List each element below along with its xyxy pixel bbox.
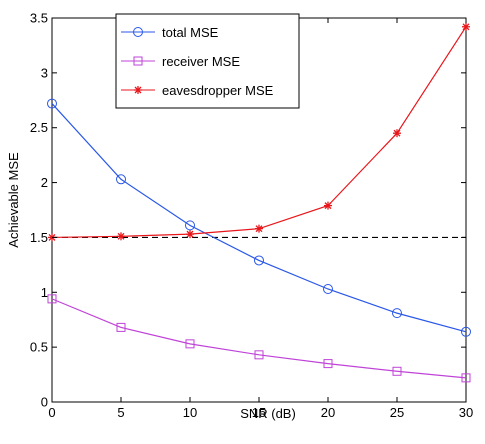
data-point-star [186,230,194,239]
legend: total MSE receiver MSE eavesdropper MSE [115,13,300,109]
legend-marker-square-icon [133,56,143,66]
x-tick-label: 5 [117,405,124,420]
x-axis: 0 5 10 15 20 25 30 [48,18,473,420]
data-point-square [185,339,195,349]
series-group [47,22,471,383]
legend-entry-total: total MSE [121,25,219,40]
data-point-square [116,322,126,332]
legend-label-total: total MSE [162,25,219,40]
data-point-circle [47,98,57,109]
data-point-star [393,129,401,138]
series-square [47,294,471,383]
y-tick-label: 0 [41,395,48,410]
legend-marker-circle-icon [133,27,143,37]
data-point-circle [254,255,264,266]
legend-entry-eavesdropper: eavesdropper MSE [121,83,274,98]
data-point-square [47,294,57,304]
y-tick-label: 1 [41,285,48,300]
y-tick-label: 2.5 [30,120,48,135]
series-star [48,22,470,242]
x-axis-label: SNR (dB) [240,406,296,421]
y-tick-label: 3 [41,65,48,80]
series-line [51,298,467,379]
plot-area: 0 5 10 15 20 25 30 0 0.5 1 1.5 2 2.5 3 3.5 [30,11,473,421]
data-point-square [392,366,402,376]
data-point-star [117,232,125,241]
data-point-circle [392,308,402,319]
y-tick-label: 2 [41,175,48,190]
data-point-circle [116,174,126,185]
x-tick-label: 20 [321,405,335,420]
y-tick-label: 1.5 [30,230,48,245]
y-axis: 0 0.5 1 1.5 2 2.5 3 3.5 [30,11,466,410]
data-point-star [324,201,332,210]
legend-entry-receiver: receiver MSE [121,54,240,69]
x-tick-label: 15 [252,405,266,420]
legend-label-eavesdropper: eavesdropper MSE [162,83,274,98]
y-axis-label: Achievable MSE [6,152,21,248]
y-tick-label: 0.5 [30,340,48,355]
x-tick-label: 30 [459,405,473,420]
series-line [51,103,467,333]
data-point-circle [185,220,195,231]
x-tick-label: 0 [48,405,55,420]
legend-marker-star-icon [134,86,142,94]
y-tick-label: 3.5 [30,11,48,26]
data-point-circle [323,283,333,294]
data-point-square [323,359,333,369]
data-point-star [255,224,263,233]
data-point-square [254,350,264,360]
x-tick-label: 10 [183,405,197,420]
legend-label-receiver: receiver MSE [162,54,240,69]
series-circle [47,98,471,337]
data-point-star [462,22,470,31]
data-point-circle [461,326,471,337]
x-tick-label: 25 [390,405,404,420]
data-point-square [461,373,471,383]
